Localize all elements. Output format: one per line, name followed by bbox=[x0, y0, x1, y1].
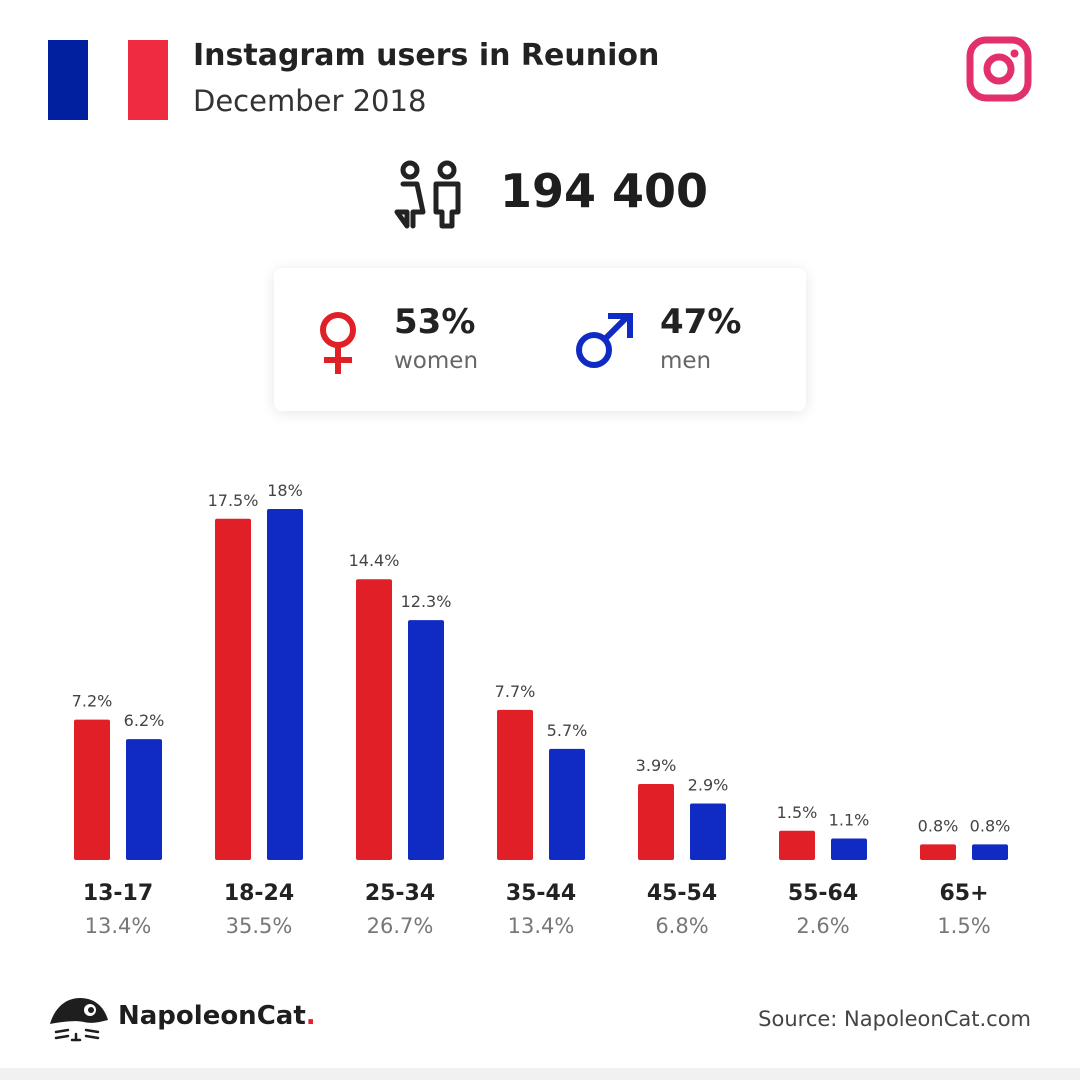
age-group-label: 13-17 bbox=[83, 881, 153, 906]
women-bar bbox=[779, 830, 815, 860]
flag-red-band bbox=[128, 40, 168, 120]
men-bar bbox=[267, 509, 303, 860]
bottom-strip bbox=[0, 1068, 1080, 1080]
women-value-label: 7.2% bbox=[72, 692, 113, 711]
women-value-label: 7.7% bbox=[495, 682, 536, 701]
age-group-total: 35.5% bbox=[226, 914, 293, 938]
men-value-label: 2.9% bbox=[688, 775, 729, 794]
men-bar bbox=[549, 748, 585, 860]
page-title: Instagram users in Reunion bbox=[193, 38, 660, 73]
men-value-label: 12.3% bbox=[401, 592, 452, 611]
women-bar bbox=[638, 783, 674, 860]
flag-white-band bbox=[88, 40, 128, 120]
age-group-label: 25-34 bbox=[365, 881, 435, 906]
age-group-label: 55-64 bbox=[788, 881, 858, 906]
women-value-label: 3.9% bbox=[636, 756, 677, 775]
women-label: women bbox=[394, 348, 479, 374]
source-text: Source: NapoleonCat.com bbox=[758, 1007, 1031, 1031]
age-group-total: 26.7% bbox=[367, 914, 434, 938]
brand-dot: . bbox=[305, 1001, 316, 1031]
women-percent: 53% bbox=[394, 302, 476, 342]
brand-name: NapoleonCat. bbox=[118, 1001, 316, 1031]
women-bar bbox=[920, 844, 956, 860]
women-bar bbox=[215, 518, 251, 860]
age-group-label: 45-54 bbox=[647, 881, 717, 906]
women-bar bbox=[356, 579, 392, 860]
women-bar bbox=[74, 719, 110, 860]
age-group-label: 35-44 bbox=[506, 881, 576, 906]
women-value-label: 0.8% bbox=[918, 816, 959, 835]
women-value-label: 17.5% bbox=[208, 491, 259, 510]
female-symbol-icon bbox=[320, 312, 356, 374]
instagram-icon bbox=[966, 36, 1032, 102]
male-symbol-icon bbox=[576, 313, 633, 368]
men-label: men bbox=[660, 348, 712, 374]
men-bar bbox=[831, 838, 867, 860]
age-gender-chart: 7.2% 6.2% 13-17 13.4% 17.5% 18% 18-24 35.5% 14.4… bbox=[0, 470, 1080, 950]
men-value-label: 1.1% bbox=[829, 811, 870, 830]
page-subtitle: December 2018 bbox=[193, 84, 427, 118]
age-group-total: 6.8% bbox=[655, 914, 708, 938]
napoleoncat-logo-icon bbox=[50, 998, 108, 1042]
age-group-label: 18-24 bbox=[224, 881, 294, 906]
total-users: 194 400 bbox=[500, 164, 709, 218]
women-value-label: 1.5% bbox=[777, 803, 818, 822]
people-icon bbox=[394, 160, 461, 229]
men-value-label: 18% bbox=[267, 481, 303, 500]
women-value-label: 14.4% bbox=[349, 551, 400, 570]
chart-canvas: 7.2% 6.2% 13-17 13.4% 17.5% 18% 18-24 35.5% 14.4… bbox=[72, 481, 1011, 938]
men-value-label: 0.8% bbox=[970, 816, 1011, 835]
age-group-total: 2.6% bbox=[796, 914, 849, 938]
flag-blue-band bbox=[48, 40, 88, 120]
age-group-total: 13.4% bbox=[85, 914, 152, 938]
brand-name-text: NapoleonCat bbox=[118, 1001, 306, 1031]
age-group-total: 1.5% bbox=[937, 914, 990, 938]
men-bar bbox=[408, 620, 444, 860]
men-bar bbox=[972, 844, 1008, 860]
women-bar bbox=[497, 709, 533, 860]
men-bar bbox=[126, 739, 162, 860]
age-group-total: 13.4% bbox=[508, 914, 575, 938]
age-group-label: 65+ bbox=[939, 881, 988, 906]
men-value-label: 6.2% bbox=[124, 711, 165, 730]
flag-icon bbox=[48, 40, 168, 120]
men-percent: 47% bbox=[660, 302, 742, 342]
gender-card: 53% women 47% men bbox=[274, 268, 806, 411]
men-value-label: 5.7% bbox=[547, 721, 588, 740]
men-bar bbox=[690, 803, 726, 860]
